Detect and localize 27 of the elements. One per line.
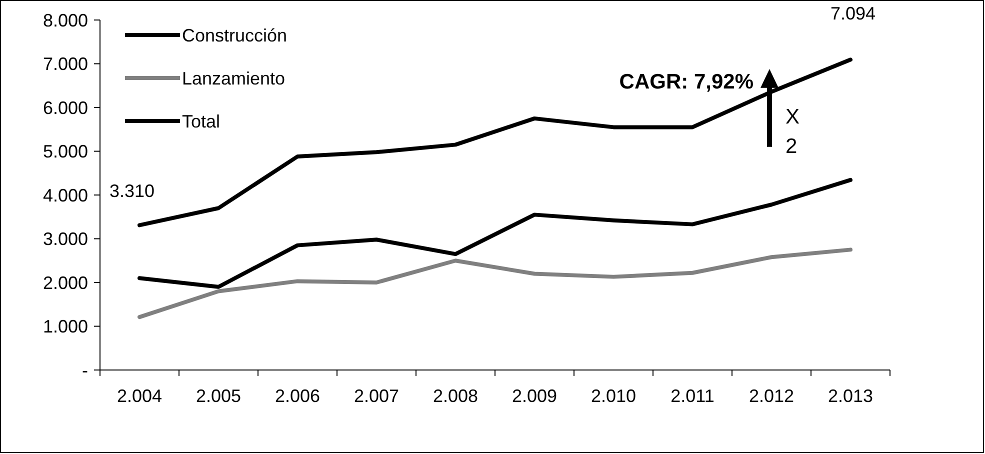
y-tick-label: 4.000 — [42, 185, 88, 206]
x-tick-label: 2.006 — [274, 386, 320, 406]
y-tick-label: - — [82, 360, 88, 380]
x-tick-label: 2.005 — [196, 386, 242, 406]
legend-label: Construcción — [182, 25, 288, 46]
annotation: 7.094 — [830, 4, 876, 24]
y-tick-label: 3.000 — [42, 229, 88, 250]
y-tick-label: 6.000 — [42, 98, 88, 118]
x-tick-label: 2.009 — [512, 386, 558, 406]
y-tick-label: 2.000 — [42, 272, 88, 293]
legend-label: Total — [182, 111, 220, 132]
y-tick-label: 1.000 — [42, 316, 88, 337]
x-tick-label: 2.008 — [432, 386, 478, 406]
x-tick-label: 2.013 — [828, 386, 874, 406]
legend-label: Lanzamiento — [182, 68, 286, 88]
x-tick-label: 2.011 — [670, 386, 714, 406]
x-tick-label: 2.004 — [116, 386, 162, 406]
y-tick-label: 8.000 — [42, 10, 88, 30]
annotation: 3.310 — [110, 181, 155, 202]
y-tick-label: 7.000 — [42, 54, 88, 74]
line-series — [138, 248, 852, 320]
annotation: CAGR: 7,92% — [619, 70, 754, 94]
y-tick-label: 5.000 — [42, 142, 88, 162]
x-tick-label: 2.010 — [590, 386, 636, 406]
x-tick-label: 2.007 — [354, 386, 400, 406]
annotation: X 2 — [786, 106, 800, 158]
x-tick-label: 2.012 — [748, 386, 794, 406]
